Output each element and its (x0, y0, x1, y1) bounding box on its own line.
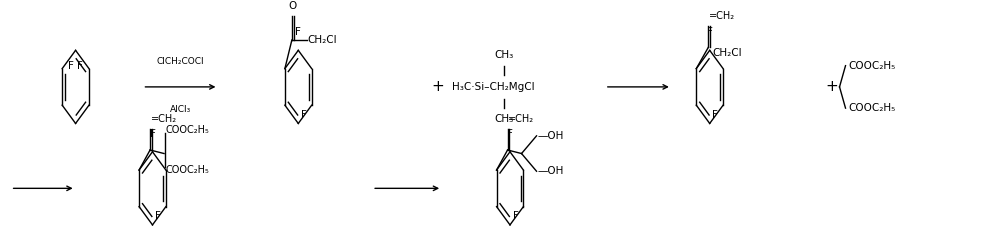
Text: F: F (77, 61, 83, 71)
Text: —OH: —OH (538, 166, 564, 176)
Text: F: F (295, 27, 301, 37)
Text: =CH₂: =CH₂ (709, 11, 735, 21)
Text: F: F (150, 129, 155, 139)
Text: AlCl₃: AlCl₃ (170, 105, 191, 114)
Text: H₃C·Si–CH₂MgCl: H₃C·Si–CH₂MgCl (452, 82, 535, 92)
Text: +: + (825, 79, 838, 94)
Text: O: O (289, 0, 297, 10)
Text: F: F (301, 110, 307, 120)
Text: F: F (513, 211, 518, 221)
Text: F: F (155, 211, 161, 221)
Text: F: F (712, 110, 718, 120)
Text: CH₂Cl: CH₂Cl (712, 48, 742, 58)
Text: CH₂Cl: CH₂Cl (308, 35, 337, 45)
Text: CH₃: CH₃ (494, 50, 514, 60)
Text: =CH₂: =CH₂ (151, 114, 177, 124)
Text: COOC₂H₅: COOC₂H₅ (166, 125, 209, 135)
Text: COOC₂H₅: COOC₂H₅ (166, 165, 209, 175)
Text: ClCH₂COCl: ClCH₂COCl (157, 57, 204, 66)
Text: +: + (432, 79, 444, 94)
Text: F: F (707, 27, 713, 37)
Text: F: F (68, 61, 74, 71)
Text: COOC₂H₅: COOC₂H₅ (849, 103, 896, 113)
Text: F: F (507, 129, 513, 139)
Text: CH₃: CH₃ (494, 114, 514, 124)
Text: COOC₂H₅: COOC₂H₅ (849, 61, 896, 71)
Text: —OH: —OH (538, 131, 564, 141)
Text: =CH₂: =CH₂ (508, 114, 534, 124)
